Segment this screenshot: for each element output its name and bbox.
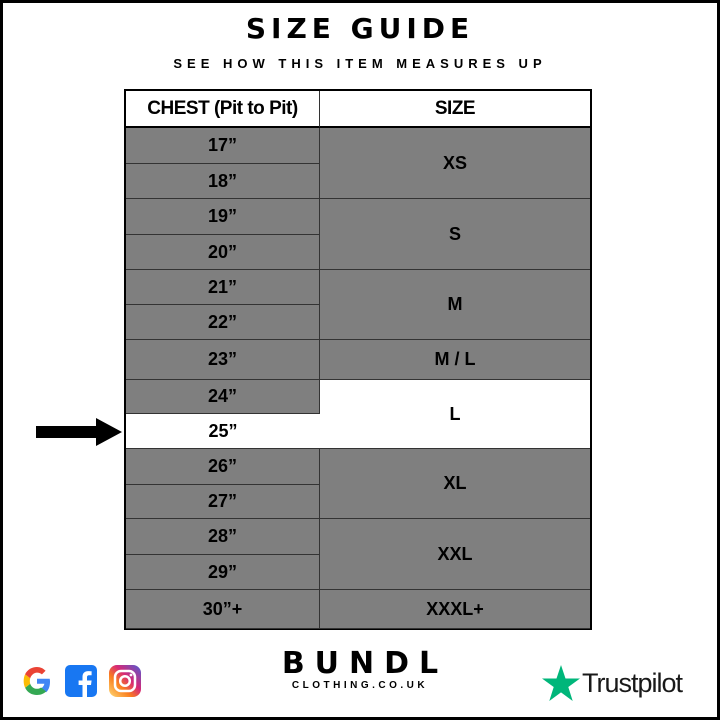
page-title: SIZE GUIDE xyxy=(245,12,475,45)
brand-logo: BUNDL CLOTHING.CO.UK xyxy=(270,646,450,692)
size-cell: L xyxy=(320,380,590,449)
trustpilot-star-icon xyxy=(542,665,580,701)
size-cell: XXXL+ xyxy=(320,590,590,629)
trustpilot-logo[interactable]: Trustpilot xyxy=(542,665,683,701)
size-cell: M / L xyxy=(320,340,590,380)
chest-cell: 24” xyxy=(126,380,320,414)
chest-cell: 30”+ xyxy=(126,590,320,629)
chest-cell: 18” xyxy=(126,164,320,199)
size-cell: XXL xyxy=(320,519,590,590)
chest-cell: 21” xyxy=(126,270,320,305)
size-table: CHEST (Pit to Pit) SIZE 17” 18” 19” 20” 21” 22”… xyxy=(124,89,592,630)
instagram-icon[interactable] xyxy=(108,664,142,698)
brand-name: BUNDL xyxy=(281,646,449,681)
page-subtitle: SEE HOW THIS ITEM MEASURES UP xyxy=(173,56,547,71)
chest-cell: 28” xyxy=(126,519,320,555)
social-icons xyxy=(20,664,142,698)
brand-url: CLOTHING.CO.UK xyxy=(291,680,429,691)
trustpilot-label: Trustpilot xyxy=(582,667,683,698)
chest-cell: 20” xyxy=(126,235,320,270)
arrow-icon xyxy=(36,418,122,446)
chest-cell: 29” xyxy=(126,555,320,590)
size-cell: XL xyxy=(320,449,590,519)
chest-cell: 27” xyxy=(126,485,320,519)
size-cell: S xyxy=(320,199,590,270)
chest-cell: 26” xyxy=(126,449,320,485)
chest-cell: 23” xyxy=(126,340,320,380)
size-cell: M xyxy=(320,270,590,340)
chest-cell: 17” xyxy=(126,128,320,164)
chest-cell: 22” xyxy=(126,305,320,340)
header-size: SIZE xyxy=(320,91,590,128)
header-chest: CHEST (Pit to Pit) xyxy=(126,91,320,128)
chest-cell: 19” xyxy=(126,199,320,235)
facebook-icon[interactable] xyxy=(64,664,98,698)
google-icon[interactable] xyxy=(20,664,54,698)
size-cell: XS xyxy=(320,128,590,199)
chest-cell: 25” xyxy=(126,414,320,449)
